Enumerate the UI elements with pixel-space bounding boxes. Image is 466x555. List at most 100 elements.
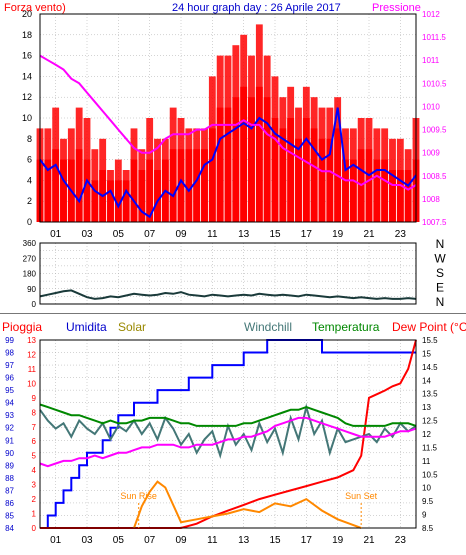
solar-label: Solar [118,320,146,334]
wind-y-tick-label: 20 [22,9,32,19]
wind-y-tick-label: 12 [22,92,32,102]
wind-bar [146,159,154,222]
temp-x-tick-label: 11 [207,535,218,546]
direction-axis: 0 90 180 270 360 [23,239,37,309]
wind-bar [318,138,326,222]
wind-x-tick-label: 07 [144,229,156,240]
wind-bar [138,170,146,222]
rain-y-tick-label: 0 [32,524,37,533]
wind-bar [279,128,287,222]
compass-label: S [436,266,444,280]
temp-x-tick-label: 05 [113,535,125,546]
wind-x-tick-label: 21 [363,229,375,240]
wind-bar [295,138,302,222]
temperature-time-axis: 01 03 05 07 09 11 13 15 17 19 21 23 [50,535,406,546]
pressure-y-tick-label: 1008 [422,195,440,204]
compass-label: N [436,295,445,309]
pressure-y-tick-label: 1008.5 [422,172,447,181]
rain-y-tick-label: 7 [32,423,37,432]
humidity-y-tick-label: 93 [5,411,14,420]
rain-y-tick-label: 8 [32,408,37,417]
temperature-y-tick-label: 8.5 [422,524,434,533]
humidity-y-tick-label: 94 [5,399,14,408]
temperature-y-tick-label: 12 [422,430,431,439]
wind-bar [232,97,240,222]
wind-pressure-series [36,24,420,223]
wind-y-tick-label: 6 [27,155,32,165]
rain-y-tick-label: 9 [32,394,37,403]
wind-x-tick-label: 13 [238,229,250,240]
wind-bar [389,170,396,222]
temp-x-tick-label: 17 [301,535,313,546]
wind-pressure-plot-frame [39,13,417,223]
temperature-y-tick-label: 11.5 [422,443,438,452]
direction-series [39,289,417,300]
wind-bar [224,107,232,222]
pressure-y-tick-label: 1009 [422,149,440,158]
temperature-y-tick-label: 10 [422,484,431,493]
rain-y-tick-label: 11 [28,365,37,374]
temp-x-tick-label: 09 [175,535,187,546]
direction-y-tick-label: 0 [32,300,37,309]
rain-y-tick-label: 12 [27,350,36,359]
wind-x-tick-label: 01 [50,229,62,240]
wind-bar [381,159,389,222]
temperature-label: Temperatura [312,320,380,334]
direction-y-tick-label: 270 [23,254,37,263]
direction-plot-frame [39,242,417,305]
wind-bar [349,159,357,222]
temperature-y-tick-label: 15 [422,349,431,358]
pressure-y-tick-label: 1007.5 [422,218,447,227]
sun-annotations: Sun Rise Sun Set [120,491,378,528]
humidity-y-tick-label: 89 [5,461,14,470]
dewpoint-label: Dew Point (°C) [392,320,466,334]
direction-y-tick-label: 90 [27,285,36,294]
temperature-y-tick-label: 14.5 [422,363,438,372]
rain-y-tick-label: 1 [32,510,37,519]
wind-bar [177,149,185,222]
pressure-y-tick-label: 1010 [422,102,440,111]
wind-bar [263,97,271,222]
wind-bar [396,170,404,222]
wind-bar [154,170,161,222]
wind-y-tick-label: 14 [22,71,32,81]
wind-x-tick-label: 11 [207,229,218,240]
humidity-y-tick-label: 84 [5,524,14,533]
pressure-line [39,54,417,191]
wind-bar [83,159,91,222]
wind-speed-axis: 0 2 4 6 8 10 12 14 16 18 20 [22,9,32,227]
rain-y-tick-label: 13 [27,336,36,345]
wind-x-tick-label: 05 [113,229,125,240]
temperature-y-tick-label: 13.5 [422,390,438,399]
wind-bar [169,149,177,222]
wind-y-tick-label: 2 [27,196,32,206]
humidity-y-tick-label: 86 [5,499,14,508]
temp-x-tick-label: 21 [363,535,375,546]
temperature-line [39,403,417,427]
wind-bar [208,128,216,222]
wind-bar [255,86,263,222]
wind-y-tick-label: 16 [22,51,32,61]
wind-bar [302,118,310,222]
wind-bar [404,170,412,222]
rain-y-tick-label: 6 [32,437,37,446]
pressure-y-tick-label: 1010.5 [422,79,447,88]
panel-divider [0,313,466,314]
wind-y-tick-label: 18 [22,30,32,40]
compass-label: W [434,252,446,266]
wind-y-tick-label: 10 [22,113,32,123]
wind-x-tick-label: 03 [81,229,93,240]
rain-y-tick-label: 3 [32,481,37,490]
wind-y-tick-label: 8 [27,134,32,144]
humidity-y-tick-label: 92 [5,424,14,433]
temp-x-tick-label: 23 [395,535,407,546]
humidity-axis: 8485868788899091929394959697989901234567… [5,336,36,533]
pressure-y-tick-label: 1012 [422,10,440,19]
temp-x-tick-label: 03 [81,535,93,546]
pressure-y-tick-label: 1011.5 [422,33,446,42]
wind-y-tick-label: 0 [27,217,32,227]
windchill-line [39,403,417,460]
wind-bar [365,149,373,222]
direction-grid [40,242,416,305]
